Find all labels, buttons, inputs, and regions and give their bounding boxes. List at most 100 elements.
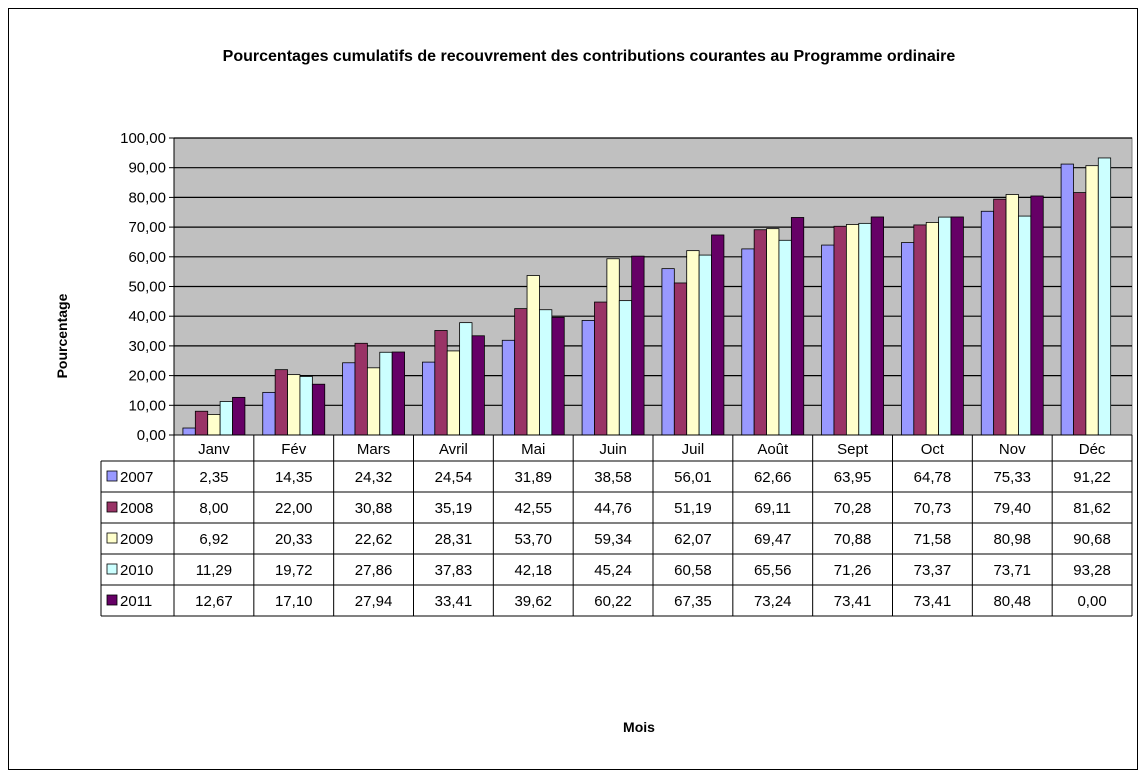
table-header-cell: Août (757, 441, 789, 458)
table-cell: 81,62 (1073, 500, 1111, 517)
bar-2011-10 (1030, 195, 1044, 436)
y-tick-label: 90,00 (128, 160, 166, 177)
bar-2011-4 (551, 316, 565, 436)
bar-2010-9 (938, 216, 952, 436)
y-tick-label: 10,00 (128, 397, 166, 414)
bar-2008-2 (354, 342, 368, 436)
bar-2007-1 (262, 391, 276, 436)
table-cell: 22,00 (275, 500, 313, 517)
bar-2010-5 (618, 300, 633, 436)
table-cell: 73,71 (993, 562, 1031, 579)
table-cell: 17,10 (275, 593, 313, 610)
bar-2007-6 (661, 268, 675, 436)
bar-2007-8 (821, 244, 835, 436)
bar-2008-10 (993, 198, 1007, 436)
bar-2008-8 (833, 225, 847, 436)
table-cell: 60,22 (594, 593, 632, 610)
legend-label-2010: 2010 (120, 562, 153, 579)
bar-2009-3 (446, 350, 461, 436)
bar-2007-3 (422, 361, 436, 436)
table-cell: 63,95 (834, 469, 872, 486)
table-cell: 51,19 (674, 500, 712, 517)
table-cell: 73,37 (914, 562, 952, 579)
bar-2010-8 (858, 222, 872, 436)
legend-swatch-2009 (106, 532, 118, 544)
y-tick-label: 50,00 (128, 279, 166, 296)
table-cell: 62,07 (674, 531, 712, 548)
table-cell: 11,29 (196, 562, 232, 579)
legend-swatch-2010 (106, 563, 118, 575)
y-tick-label: 60,00 (128, 249, 166, 266)
table-header-cell: Mars (357, 441, 390, 458)
bar-2010-1 (299, 376, 313, 436)
legend-label-2008: 2008 (120, 500, 153, 517)
bar-2008-11 (1073, 192, 1087, 436)
table-cell: 24,32 (355, 469, 393, 486)
table-cell: 65,56 (754, 562, 792, 579)
chart-frame: Pourcentages cumulatifs de recouvrement … (8, 8, 1138, 770)
bar-2008-0 (194, 410, 209, 436)
bar-2010-2 (379, 351, 393, 436)
table-cell: 39,62 (514, 593, 552, 610)
bar-2008-4 (514, 308, 528, 436)
bar-2009-8 (845, 224, 860, 436)
table-cell: 60,58 (674, 562, 712, 579)
bar-2011-2 (391, 351, 405, 436)
table-cell: 6,92 (199, 531, 228, 548)
table-cell: 71,26 (834, 562, 872, 579)
bar-2007-0 (182, 427, 196, 436)
bar-2010-11 (1097, 157, 1112, 436)
bar-2007-9 (901, 242, 915, 436)
table-cell: 12,67 (195, 593, 233, 610)
y-tick-label: 20,00 (128, 368, 166, 385)
bar-2011-9 (950, 216, 964, 436)
legend-label-2011: 2011 (120, 593, 152, 610)
bar-2009-7 (766, 228, 780, 436)
table-cell: 27,86 (355, 562, 393, 579)
bar-2011-8 (870, 216, 884, 436)
bar-2009-9 (925, 222, 940, 436)
table-cell: 70,88 (834, 531, 872, 548)
y-tick-label: 40,00 (128, 308, 166, 325)
bar-2009-0 (207, 414, 221, 436)
table-cell: 73,41 (914, 593, 952, 610)
bar-2011-7 (790, 217, 805, 436)
table-cell: 91,22 (1073, 469, 1111, 486)
bar-2007-10 (980, 210, 995, 436)
bar-2008-9 (913, 224, 927, 436)
table-cell: 93,28 (1073, 562, 1111, 579)
chart-title: Pourcentages cumulatifs de recouvrement … (223, 48, 956, 65)
bar-2008-7 (753, 229, 767, 436)
legend-swatch-2011 (106, 594, 118, 606)
table-cell: 45,24 (594, 562, 632, 579)
legend-label-2007: 2007 (120, 469, 153, 486)
table-cell: 8,00 (199, 500, 228, 517)
table-cell: 69,11 (755, 500, 791, 517)
bar-2011-0 (232, 396, 246, 436)
bar-2008-5 (594, 301, 608, 436)
table-cell: 73,24 (754, 593, 792, 610)
bar-2009-4 (526, 275, 540, 436)
table-cell: 37,83 (435, 562, 473, 579)
y-tick-label: 0,00 (137, 427, 166, 444)
bar-2011-3 (471, 335, 485, 436)
x-axis-title: Mois (623, 719, 655, 735)
bar-2009-1 (287, 374, 301, 436)
bar-2007-5 (581, 320, 595, 436)
table-header-cell: Sept (837, 441, 869, 458)
table-cell: 27,94 (355, 593, 393, 610)
bar-2009-11 (1085, 165, 1099, 436)
table-cell: 71,58 (914, 531, 952, 548)
legend-swatch-2008 (106, 501, 118, 513)
table-cell: 38,58 (594, 469, 632, 486)
bar-2007-7 (741, 248, 755, 436)
bar-2011-1 (311, 383, 326, 436)
y-tick-label: 70,00 (128, 219, 166, 236)
table-cell: 42,18 (514, 562, 552, 579)
table-cell: 67,35 (674, 593, 712, 610)
table-cell: 59,34 (594, 531, 632, 548)
bar-2009-6 (686, 250, 700, 436)
table-cell: 0,00 (1077, 593, 1106, 610)
y-tick-label: 100,00 (120, 130, 166, 147)
table-header-cell: Juil (682, 441, 705, 458)
